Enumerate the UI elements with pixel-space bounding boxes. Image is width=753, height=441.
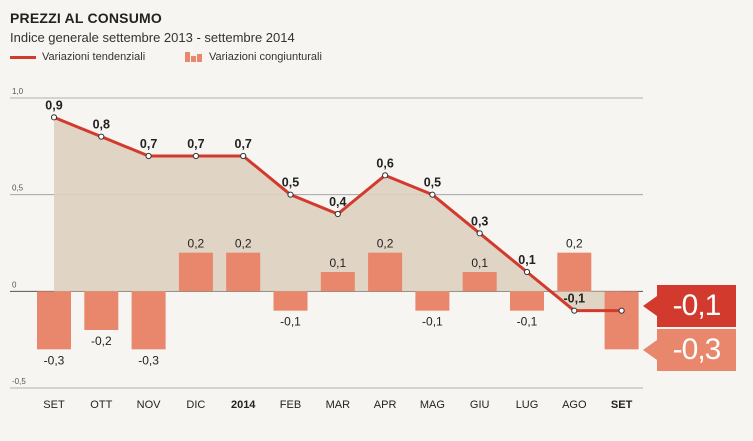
legend-item-bars: Variazioni congiunturali — [185, 51, 322, 63]
line-point — [571, 307, 578, 314]
line-value-label: 0,9 — [45, 98, 62, 112]
line-point — [523, 268, 531, 276]
bar — [415, 291, 450, 311]
chart-title: PREZZI AL CONSUMO — [10, 10, 162, 26]
line-value-label: 0,1 — [518, 253, 535, 267]
line-value-label: 0,7 — [187, 137, 204, 151]
bar — [131, 291, 166, 350]
line-value-label: -0,1 — [564, 292, 586, 306]
bar-value-label: 0,2 — [377, 237, 394, 251]
line-point — [192, 152, 199, 160]
line-layer — [50, 114, 625, 314]
bar — [84, 291, 119, 330]
line-point — [50, 114, 58, 121]
bar — [320, 272, 355, 292]
bar-value-label: 0,1 — [471, 256, 488, 270]
bar-value-label: -0,3 — [138, 353, 159, 367]
bar-value-label: -0,1 — [280, 315, 301, 329]
y-tick-label: 0 — [12, 280, 17, 289]
line-value-label: 0,5 — [424, 176, 441, 190]
x-tick-label: 2014 — [231, 399, 256, 411]
line-point — [240, 152, 247, 160]
legend-bars-swatch — [185, 52, 203, 63]
bar — [226, 252, 261, 292]
x-tick-label: LUG — [516, 399, 539, 411]
legend-bars-label: Variazioni congiunturali — [209, 51, 322, 63]
x-axis-layer: SET OTT NOV DIC 2014 FEB MAR APR MAG GIU LUG AGO SET — [43, 399, 632, 411]
bar — [462, 272, 497, 292]
bar — [368, 252, 403, 292]
line-value-label: 0,6 — [376, 156, 393, 170]
bar-value-label: -0,3 — [44, 353, 65, 367]
callout-bar-value: -0,3 — [657, 329, 736, 371]
line-point — [287, 191, 294, 198]
legend-item-line: Variazioni tendenziali — [10, 51, 145, 63]
x-tick-label: DIC — [186, 399, 205, 411]
x-tick-label: SET — [611, 399, 633, 411]
line-point — [382, 172, 389, 179]
bar — [37, 291, 71, 350]
x-tick-label: OTT — [90, 399, 112, 411]
x-tick-label: MAR — [326, 399, 351, 411]
line-value-label: 0,7 — [140, 137, 157, 151]
bar-value-label: 0,2 — [566, 237, 583, 251]
x-tick-label: FEB — [280, 399, 301, 411]
x-tick-label: MAG — [420, 399, 445, 411]
x-tick-label: APR — [374, 399, 397, 411]
bar-value-label: -0,1 — [422, 315, 443, 329]
line-value-label: 0,5 — [282, 176, 299, 190]
legend-line-label: Variazioni tendenziali — [42, 51, 146, 63]
line-point — [429, 191, 436, 198]
bar-value-label: -0,2 — [91, 334, 112, 348]
callout-line-arrow — [643, 296, 657, 316]
line-value-label: 0,7 — [235, 137, 252, 151]
line-value-label: 0,8 — [93, 118, 110, 132]
line-point — [334, 210, 341, 218]
x-tick-label: GIU — [470, 399, 490, 411]
line-point — [618, 307, 625, 314]
labels-layer: -0,3 -0,2 -0,3 0,2 0,2 -0,1 0,1 0,2 -0,1 0,1 -0,1 0… — [44, 98, 585, 367]
x-tick-label: AGO — [562, 399, 587, 411]
line-value-label: 0,3 — [471, 214, 488, 228]
bar — [604, 291, 639, 350]
bar — [178, 252, 213, 292]
x-tick-label: NOV — [137, 399, 162, 411]
y-tick-label: 1,0 — [12, 87, 24, 96]
legend-line-swatch — [10, 55, 36, 59]
line-point — [476, 230, 483, 237]
bar-value-label: 0,1 — [329, 256, 346, 270]
bar-value-label: 0,2 — [235, 237, 252, 251]
bar — [510, 291, 544, 311]
bar — [557, 252, 592, 292]
y-tick-label: 0,5 — [12, 184, 24, 193]
callout-bar-arrow — [643, 340, 657, 360]
bar-value-label: -0,1 — [517, 315, 538, 329]
bars-layer — [37, 252, 639, 350]
line-point — [98, 133, 105, 140]
callout-line-value: -0,1 — [657, 285, 736, 327]
x-tick-label: SET — [43, 399, 65, 411]
y-tick-label: -0,5 — [12, 377, 26, 386]
bar — [273, 291, 308, 311]
chart-subtitle: Indice generale settembre 2013 - settemb… — [10, 30, 295, 45]
bar-value-label: 0,2 — [188, 237, 205, 251]
line-point — [145, 152, 152, 160]
line-value-label: 0,4 — [329, 195, 346, 209]
